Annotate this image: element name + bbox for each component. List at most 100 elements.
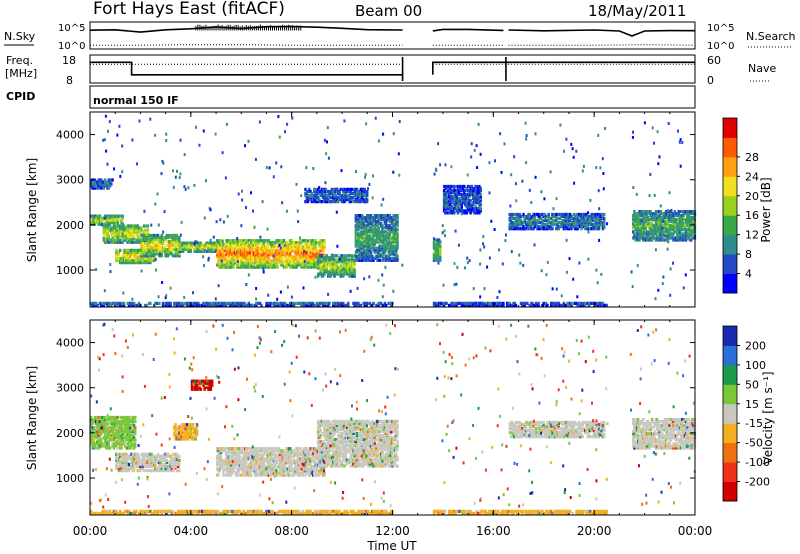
range-cell — [434, 246, 437, 250]
scatter-cell — [303, 250, 305, 254]
range-cell — [248, 255, 252, 259]
range-cell — [300, 265, 303, 269]
range-cell — [574, 214, 577, 219]
range-cell — [381, 228, 384, 232]
range-cell — [367, 234, 370, 238]
range-cell — [437, 254, 441, 258]
colorbar-swatch — [723, 195, 737, 216]
range-cell — [352, 200, 355, 204]
range-cell — [135, 254, 138, 259]
range-cell — [473, 207, 476, 211]
range-cell — [432, 258, 436, 262]
range-cell — [637, 220, 640, 224]
scatter-cell — [661, 226, 664, 230]
range-cell — [218, 263, 221, 267]
range-cell — [569, 219, 572, 223]
range-cell — [359, 246, 363, 250]
range-cell — [345, 187, 349, 191]
range-cell — [681, 236, 684, 240]
range-cell — [645, 212, 649, 216]
range-cell — [106, 232, 109, 236]
range-cell — [95, 218, 98, 222]
range-cell — [362, 222, 365, 226]
range-cell — [117, 426, 121, 430]
scatter-cell — [165, 139, 168, 142]
range-cell — [185, 243, 189, 247]
nave-tick-high: 60 — [707, 54, 721, 67]
range-cell — [260, 303, 263, 307]
range-cell — [455, 207, 458, 211]
range-cell — [392, 216, 395, 220]
range-cell — [343, 256, 346, 260]
range-cell — [633, 212, 636, 216]
range-cell — [396, 224, 399, 228]
range-cell — [640, 236, 644, 240]
range-cell — [101, 444, 104, 448]
range-cell — [688, 234, 692, 238]
range-cell — [434, 301, 437, 305]
range-cell — [216, 263, 219, 267]
range-cell — [393, 226, 397, 230]
range-cell — [570, 303, 573, 307]
velocity-data-cells — [90, 322, 697, 515]
range-cell — [592, 225, 596, 229]
range-cell — [319, 266, 322, 270]
range-cell — [107, 226, 110, 230]
range-cell — [258, 247, 262, 251]
range-cell — [222, 245, 225, 249]
range-cell — [119, 261, 122, 265]
range-cell — [512, 212, 515, 217]
scatter-cell — [632, 130, 634, 134]
range-cell — [117, 432, 121, 436]
range-cell — [357, 228, 360, 232]
range-cell — [526, 223, 529, 227]
scatter-cell — [587, 211, 590, 215]
range-cell — [111, 220, 114, 224]
range-cell — [570, 225, 573, 229]
range-cell — [595, 219, 598, 223]
range-cell — [373, 250, 376, 254]
range-cell — [560, 214, 563, 219]
range-cell — [439, 258, 442, 262]
range-cell — [137, 301, 141, 305]
range-cell — [315, 200, 318, 204]
scatter-cell — [121, 144, 124, 148]
range-cell — [655, 236, 659, 240]
range-cell — [576, 216, 579, 221]
range-cell — [459, 209, 462, 213]
range-cell — [387, 242, 390, 246]
range-cell — [474, 199, 477, 203]
range-cell — [304, 301, 307, 305]
range-cell — [247, 239, 250, 243]
range-cell — [119, 226, 122, 230]
range-cell — [328, 191, 331, 196]
range-cell — [674, 230, 678, 234]
range-cell — [96, 426, 99, 430]
range-cell — [121, 216, 124, 220]
range-cell — [242, 241, 245, 245]
scatter-cell — [587, 257, 590, 261]
range-cell — [575, 212, 578, 217]
range-cell — [580, 214, 583, 219]
colorbar-swatch — [723, 215, 737, 236]
range-cell — [310, 193, 313, 198]
range-cell — [275, 263, 278, 267]
range-cell — [117, 214, 121, 218]
scatter-cell — [682, 286, 685, 290]
range-cell — [158, 244, 161, 248]
range-cell — [113, 301, 117, 305]
range-cell — [392, 224, 395, 228]
range-cell — [668, 210, 671, 214]
range-cell — [518, 227, 521, 231]
range-cell — [315, 255, 318, 259]
range-cell — [289, 247, 292, 251]
range-cell — [276, 239, 279, 243]
range-cell — [366, 250, 369, 254]
range-cell — [301, 239, 305, 243]
range-cell — [276, 253, 279, 257]
range-cell — [198, 249, 201, 253]
range-cell — [146, 242, 150, 246]
range-cell — [150, 254, 153, 258]
range-cell — [548, 225, 552, 229]
range-cell — [252, 243, 255, 247]
